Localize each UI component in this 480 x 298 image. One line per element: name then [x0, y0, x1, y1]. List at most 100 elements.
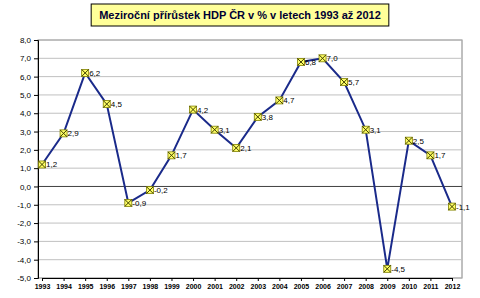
data-labels: 1,22,96,24,5-0,9-0,21,74,23,12,13,84,76,…: [46, 54, 470, 274]
marker-x: [39, 161, 46, 168]
y-tick-mark: [34, 223, 38, 224]
x-tick-label: 2008: [358, 283, 374, 290]
marker-x: [341, 79, 348, 86]
y-tick-mark: [34, 132, 38, 133]
marker: [297, 58, 304, 65]
marker-box: [254, 113, 261, 120]
data-label: 1,2: [46, 160, 58, 169]
x-tick: 2000: [186, 278, 202, 290]
x-tick-mark: [215, 278, 216, 281]
y-tick-label: -4,0: [17, 256, 31, 265]
y-tick-label: -1,0: [17, 201, 31, 210]
y-tick-mark: [34, 113, 38, 114]
marker: [384, 265, 391, 272]
x-tick: 2012: [445, 278, 461, 290]
x-tick: 2009: [380, 278, 396, 290]
marker-box: [319, 55, 326, 62]
marker-x: [254, 113, 261, 120]
marker: [146, 187, 153, 194]
marker-box: [211, 126, 218, 133]
x-axis-line: [43, 279, 453, 282]
x-tick-label: 2007: [337, 283, 353, 290]
x-tick: 1996: [99, 278, 115, 290]
marker-x: [168, 152, 175, 159]
x-tick-mark: [323, 278, 324, 281]
x-tick: 2008: [358, 278, 374, 290]
x-tick-label: 2003: [251, 283, 267, 290]
y-tick-mark: [34, 205, 38, 206]
x-tick-mark: [258, 278, 259, 281]
x-tick-mark: [452, 278, 453, 281]
x-tick-label: 1994: [56, 283, 72, 290]
y-tick-label: 8,0: [20, 36, 32, 45]
x-tick-mark: [171, 278, 172, 281]
marker-box: [168, 152, 175, 159]
grid-line: [38, 168, 462, 169]
x-tick-mark: [387, 278, 388, 281]
y-tick-mark: [34, 77, 38, 78]
data-label: -0,9: [132, 199, 146, 208]
data-label: -4,5: [391, 265, 405, 274]
marker: [319, 55, 326, 62]
y-tick-label: 1,0: [20, 164, 32, 173]
x-tick-label: 1999: [164, 283, 180, 290]
grid-line: [38, 259, 462, 260]
marker: [254, 113, 261, 120]
marker: [449, 203, 456, 210]
marker-x: [427, 152, 434, 159]
grid-line: [38, 113, 462, 114]
marker: [362, 126, 369, 133]
x-tick-mark: [409, 278, 410, 281]
marker-box: [125, 199, 132, 206]
x-tick-label: 1997: [121, 283, 137, 290]
x-tick-mark: [150, 278, 151, 281]
marker-x: [384, 265, 391, 272]
marker-x: [449, 203, 456, 210]
data-label: 1,7: [434, 151, 446, 160]
y-tick-label: -2,0: [17, 219, 31, 228]
x-tick-label: 2005: [294, 283, 310, 290]
y-tick-label: 5,0: [20, 91, 32, 100]
y-tick-mark: [34, 241, 38, 242]
x-tick: 2006: [315, 278, 331, 290]
marker-x: [362, 126, 369, 133]
y-tick-label: 4,0: [20, 109, 32, 118]
data-label: 5,7: [348, 78, 360, 87]
data-label: 3,8: [262, 113, 274, 122]
y-tick: 0,0: [20, 183, 38, 192]
marker: [103, 101, 110, 108]
grid-line: [38, 58, 462, 59]
y-tick-label: 2,0: [20, 146, 32, 155]
data-label: 1,7: [175, 151, 187, 160]
marker: [39, 161, 46, 168]
y-tick-label: 3,0: [20, 128, 32, 137]
marker: [190, 106, 197, 113]
x-tick-label: 1996: [99, 283, 115, 290]
series: [39, 55, 456, 273]
x-tick: 1994: [56, 278, 72, 290]
x-tick-mark: [279, 278, 280, 281]
x-tick-label: 2001: [207, 283, 223, 290]
marker-box: [449, 203, 456, 210]
x-tick-mark: [64, 278, 65, 281]
x-tick: 2004: [272, 278, 288, 290]
y-tick-label: -5,0: [17, 274, 31, 283]
data-label: -1,1: [456, 203, 470, 212]
data-label: 3,1: [370, 126, 382, 135]
marker: [125, 199, 132, 206]
x-tick-mark: [85, 278, 86, 281]
marker-box: [384, 265, 391, 272]
marker: [82, 69, 89, 76]
marker: [405, 137, 412, 144]
data-label: -0,2: [154, 186, 168, 195]
x-tick: 2007: [337, 278, 353, 290]
y-tick-mark: [34, 95, 38, 96]
title-group: Meziroční přírůstek HDP ČR v % v letech …: [91, 4, 389, 26]
data-label: 2,5: [413, 137, 425, 146]
y-tick: 1,0: [20, 164, 38, 173]
marker-box: [233, 145, 240, 152]
x-tick-label: 2011: [423, 283, 438, 290]
marker-x: [211, 126, 218, 133]
y-tick-mark: [34, 150, 38, 151]
x-tick-label: 1995: [78, 283, 94, 290]
